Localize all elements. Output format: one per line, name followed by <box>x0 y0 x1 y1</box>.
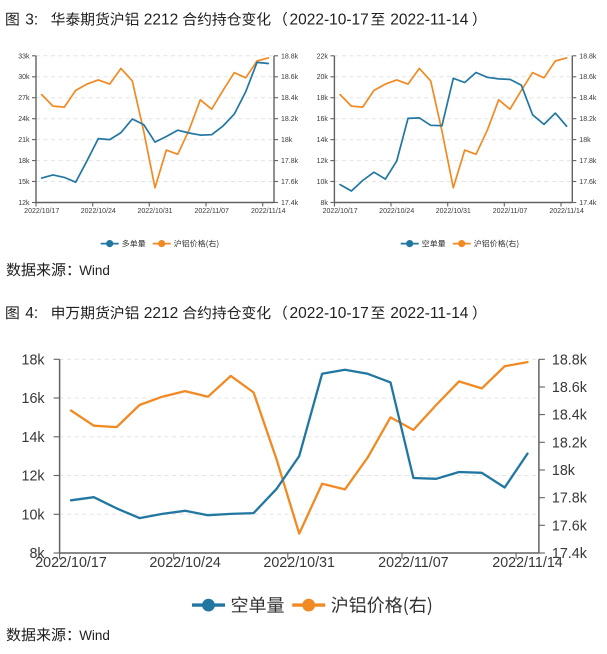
svg-text:2022/10/24: 2022/10/24 <box>149 555 221 571</box>
svg-text:18.8k: 18.8k <box>579 53 597 60</box>
svg-text:17.6k: 17.6k <box>281 179 299 186</box>
svg-text:17.8k: 17.8k <box>579 158 597 165</box>
svg-text:2212: 2212 <box>144 12 178 29</box>
svg-text:2022-10-17: 2022-10-17 <box>290 305 369 322</box>
svg-text:16k: 16k <box>22 391 46 407</box>
svg-text:14k: 14k <box>22 430 46 446</box>
svg-text:15k: 15k <box>18 179 30 186</box>
svg-text:18k: 18k <box>579 137 591 144</box>
svg-text:2022-10-17: 2022-10-17 <box>290 12 369 29</box>
svg-text:8k: 8k <box>320 200 328 207</box>
svg-text:18.6k: 18.6k <box>552 380 588 396</box>
svg-text:18.4k: 18.4k <box>579 95 597 102</box>
svg-text:30k: 30k <box>18 74 30 81</box>
svg-text:16k: 16k <box>317 116 329 123</box>
svg-text:27k: 27k <box>18 95 30 102</box>
svg-text:3:: 3: <box>25 12 38 29</box>
svg-text:18k: 18k <box>281 137 293 144</box>
svg-text:18k: 18k <box>317 95 329 102</box>
svg-text:2212: 2212 <box>144 305 178 322</box>
svg-text:2022/11/07: 2022/11/07 <box>194 208 229 215</box>
svg-text:17.6k: 17.6k <box>579 179 597 186</box>
svg-text:2022/10/31: 2022/10/31 <box>137 208 172 215</box>
svg-text:2022-11-14: 2022-11-14 <box>390 305 469 322</box>
svg-text:12k: 12k <box>317 158 329 165</box>
svg-text:18.6k: 18.6k <box>579 74 597 81</box>
svg-text:17.8k: 17.8k <box>281 158 299 165</box>
svg-text:2022/11/07: 2022/11/07 <box>493 208 528 215</box>
svg-text:2022/10/17: 2022/10/17 <box>24 208 59 215</box>
svg-text:18.4k: 18.4k <box>552 408 588 424</box>
svg-text:2022/10/31: 2022/10/31 <box>436 208 471 215</box>
svg-text:12k: 12k <box>22 469 46 485</box>
svg-text:Wind: Wind <box>79 263 110 278</box>
svg-text:18k: 18k <box>22 352 46 368</box>
svg-text:2022/10/17: 2022/10/17 <box>35 555 107 571</box>
svg-text:8k: 8k <box>29 546 45 562</box>
svg-text:2022/11/07: 2022/11/07 <box>378 555 449 571</box>
svg-text:18.2k: 18.2k <box>579 116 597 123</box>
svg-text:2022/10/24: 2022/10/24 <box>81 208 116 215</box>
svg-text:33k: 33k <box>18 53 30 60</box>
svg-text:17.6k: 17.6k <box>552 518 588 534</box>
svg-text:12k: 12k <box>18 200 30 207</box>
svg-text:2022/11/14: 2022/11/14 <box>492 555 563 571</box>
svg-text:18.2k: 18.2k <box>281 116 299 123</box>
svg-text:18.8k: 18.8k <box>281 53 299 60</box>
svg-text:18.4k: 18.4k <box>281 95 299 102</box>
svg-text:Wind: Wind <box>79 628 110 643</box>
svg-text:2022/11/14: 2022/11/14 <box>251 208 286 215</box>
svg-text:17.4k: 17.4k <box>281 200 299 207</box>
svg-text:22k: 22k <box>317 53 329 60</box>
svg-text:18.6k: 18.6k <box>281 74 299 81</box>
svg-text:4:: 4: <box>25 305 38 322</box>
svg-text:2022/10/17: 2022/10/17 <box>323 208 358 215</box>
svg-text:10k: 10k <box>22 507 46 523</box>
svg-text:18.2k: 18.2k <box>552 435 588 451</box>
svg-text:10k: 10k <box>317 179 329 186</box>
svg-text:2022/11/14: 2022/11/14 <box>549 208 584 215</box>
svg-text:17.4k: 17.4k <box>552 546 588 562</box>
svg-text:2022/10/24: 2022/10/24 <box>379 208 414 215</box>
svg-text:20k: 20k <box>317 74 329 81</box>
svg-text:2022/10/31: 2022/10/31 <box>263 555 335 571</box>
svg-text:17.4k: 17.4k <box>579 200 597 207</box>
svg-text:2022-11-14: 2022-11-14 <box>390 12 469 29</box>
svg-text:18.8k: 18.8k <box>552 352 588 368</box>
svg-text:18k: 18k <box>18 158 30 165</box>
svg-text:21k: 21k <box>18 137 30 144</box>
svg-text:17.8k: 17.8k <box>552 491 588 507</box>
svg-text:14k: 14k <box>317 137 329 144</box>
svg-text:24k: 24k <box>18 116 30 123</box>
svg-text:18k: 18k <box>552 463 576 479</box>
